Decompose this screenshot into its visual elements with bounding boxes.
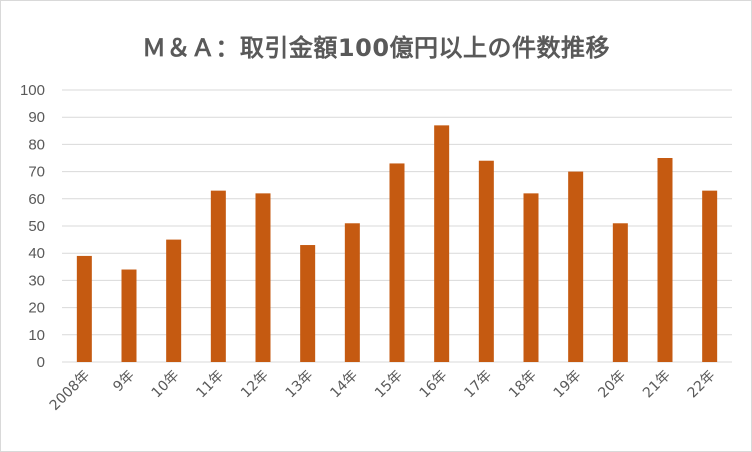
x-tick-label: 20年 — [595, 368, 629, 402]
x-tick-label: 13年 — [283, 368, 317, 402]
x-tick-label: 2008年 — [47, 368, 93, 414]
bar — [300, 245, 316, 362]
x-tick-label: 12年 — [238, 368, 272, 402]
x-tick-label: 9年 — [110, 368, 138, 396]
x-axis-ticks: 2008年 9年 10年 11年 12年 13年 14年 15年 16年 17年 18年 19年 20年… — [47, 368, 719, 414]
x-tick-label: 15年 — [372, 368, 406, 402]
y-tick-label: 10 — [28, 327, 45, 344]
y-tick-label: 100 — [20, 82, 45, 99]
bar — [478, 160, 494, 362]
bar — [568, 171, 584, 362]
x-tick-label: 10年 — [149, 368, 183, 402]
y-tick-label: 40 — [28, 245, 45, 262]
chart-title: Ｍ＆Ａ：取引金額100億円以上の件数推移 — [141, 34, 611, 62]
x-tick-label: 18年 — [506, 368, 540, 402]
y-tick-label: 50 — [28, 218, 45, 235]
y-tick-label: 20 — [28, 300, 45, 317]
y-tick-label: 30 — [28, 272, 45, 289]
x-tick-label: 19年 — [551, 368, 585, 402]
bars — [76, 125, 718, 362]
bar — [76, 255, 92, 362]
y-tick-label: 0 — [37, 354, 45, 371]
bar — [434, 125, 450, 362]
x-tick-label: 16年 — [417, 368, 451, 402]
y-axis-ticks: 0 10 20 30 40 50 60 70 80 90 100 — [20, 82, 45, 371]
bar — [166, 239, 182, 362]
bar — [210, 190, 226, 362]
bar — [344, 223, 360, 362]
bar — [702, 190, 718, 362]
bar — [612, 223, 628, 362]
x-tick-label: 14年 — [327, 368, 361, 402]
bar — [121, 269, 137, 362]
bar — [255, 193, 271, 362]
bar — [389, 163, 405, 362]
x-tick-label: 11年 — [193, 368, 227, 402]
y-tick-label: 80 — [28, 136, 45, 153]
x-tick-label: 17年 — [461, 368, 495, 402]
x-tick-label: 21年 — [640, 368, 674, 402]
y-tick-label: 60 — [28, 191, 45, 208]
y-tick-label: 70 — [28, 164, 45, 181]
x-tick-label: 22年 — [685, 368, 719, 402]
bar — [657, 158, 673, 362]
y-tick-label: 90 — [28, 109, 45, 126]
bar — [523, 193, 539, 362]
